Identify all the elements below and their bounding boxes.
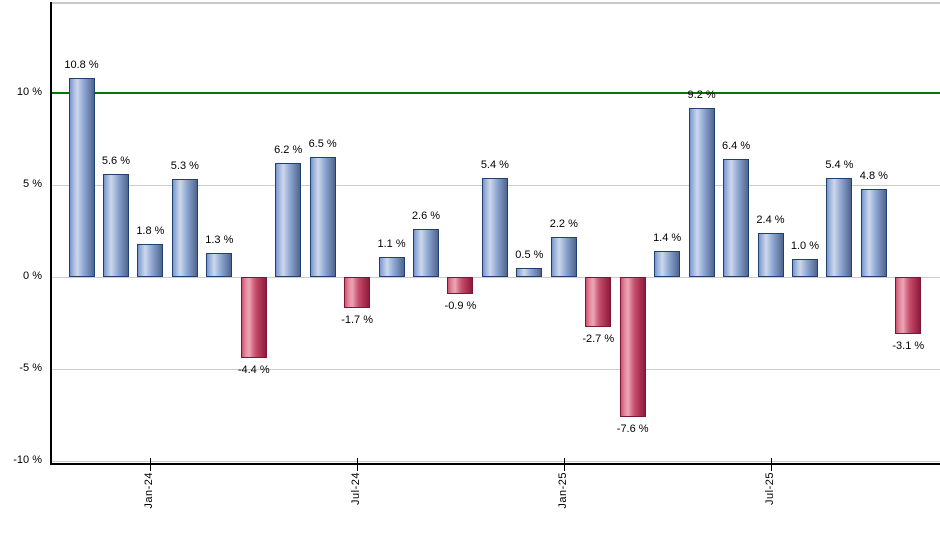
gridline--10pct (52, 461, 940, 462)
gridline-0pct (52, 277, 940, 278)
bar-Nov-25 (895, 277, 922, 335)
bar-Apr-25 (654, 251, 681, 277)
bar-value-label: 6.4 % (721, 140, 751, 153)
gridline--5pct (52, 369, 940, 370)
bar-value-label: 1.1 % (377, 237, 406, 250)
bar-value-label: 5.3 % (170, 160, 199, 173)
bar-value-label: 6.2 % (274, 143, 303, 156)
bar-value-label: 2.6 % (411, 210, 441, 223)
bar-value-label: 1.3 % (205, 234, 234, 247)
x-tick-label: Jul-24 (350, 472, 363, 505)
bar-value-label: 6.5 % (308, 138, 337, 151)
bar-May-25 (688, 107, 715, 277)
bar-value-label: 9.2 % (687, 88, 716, 101)
bar-value-label: -4.4 % (237, 363, 270, 376)
bar-value-label: 5.4 % (825, 158, 854, 171)
bar-Jun-24 (309, 157, 336, 277)
y-tick-label: -5 % (19, 362, 42, 374)
bar-Jul-25 (757, 232, 784, 277)
bar-value-label: 1.8 % (136, 224, 165, 237)
bar-Aug-24 (378, 256, 405, 277)
bar-Dec-24 (516, 267, 543, 277)
bar-May-24 (275, 162, 302, 277)
bar-Jan-25 (550, 236, 577, 277)
bar-Dec-23 (102, 173, 129, 277)
bar-value-label: -7.6 % (616, 422, 649, 435)
bar-value-label: 0.5 % (515, 248, 544, 261)
y-tick-label: 5 % (23, 178, 42, 190)
bar-value-label: -1.7 % (341, 314, 373, 327)
y-tick-label: -10 % (13, 454, 42, 466)
bar-Jul-24 (344, 277, 371, 309)
bar-Oct-25 (860, 188, 887, 277)
x-tick-label: Jan-24 (143, 472, 156, 509)
bar-Oct-24 (447, 277, 474, 294)
bar-Sep-25 (826, 177, 853, 277)
bar-value-label: 1.4 % (653, 232, 682, 245)
bar-Sep-24 (413, 229, 439, 277)
bar-Nov-24 (481, 177, 508, 277)
bar-value-label: 10.8 % (64, 59, 99, 72)
bar-Mar-25 (619, 277, 646, 417)
bar-value-label: 1.0 % (790, 239, 819, 252)
bar-value-label: -2.7 % (582, 332, 615, 345)
bar-Jun-25 (723, 159, 750, 277)
bar-Feb-25 (585, 277, 612, 327)
bar-Feb-24 (171, 179, 198, 277)
bar-value-label: 5.6 % (101, 154, 130, 167)
bar-value-label: 4.8 % (859, 169, 888, 182)
reference-line-10pct (52, 92, 940, 94)
y-axis-line (50, 2, 52, 465)
x-axis-line (50, 463, 940, 465)
bar-Aug-25 (791, 258, 818, 277)
y-tick-label: 0 % (23, 270, 42, 282)
bar-Mar-24 (206, 253, 233, 277)
x-tick-label: Jan-25 (556, 472, 569, 509)
bar-value-label: 2.2 % (549, 217, 578, 230)
y-tick-label: 10 % (16, 86, 42, 98)
x-tick-label: Jul-25 (763, 472, 776, 505)
bar-Nov-23 (68, 78, 95, 277)
chart-top-border (50, 2, 940, 4)
bar-value-label: -3.1 % (892, 340, 925, 353)
bar-value-label: 2.4 % (756, 213, 785, 226)
bar-value-label: -0.9 % (444, 299, 477, 312)
bar-value-label: 5.4 % (480, 158, 509, 171)
bar-Jan-24 (137, 243, 164, 277)
bar-Apr-24 (240, 277, 267, 358)
